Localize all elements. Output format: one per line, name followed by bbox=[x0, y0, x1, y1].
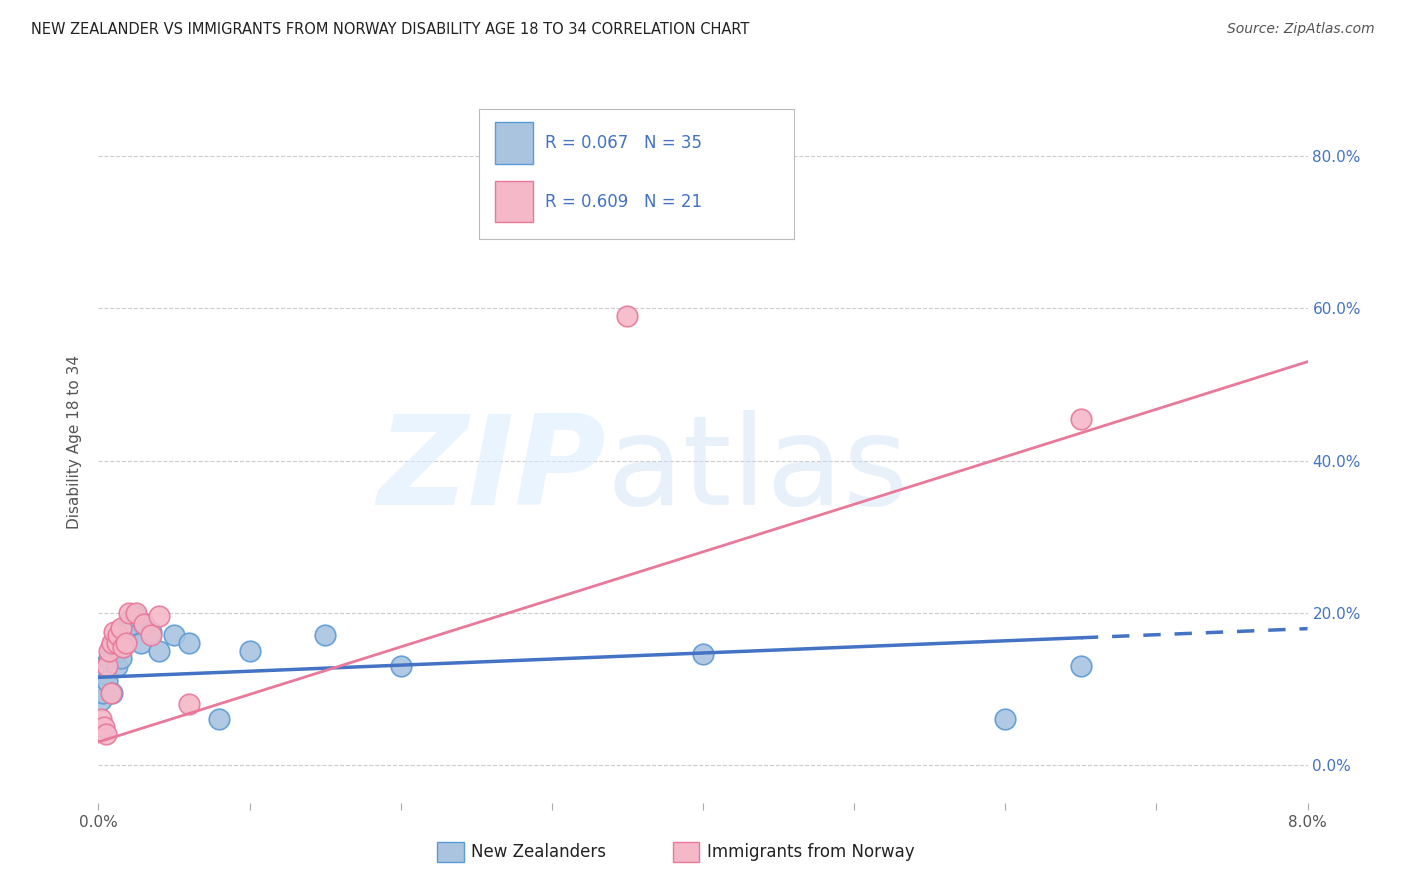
Point bbox=[1070, 411, 1092, 425]
Y-axis label: Disability Age 18 to 34: Disability Age 18 to 34 bbox=[67, 354, 83, 529]
Point bbox=[141, 624, 163, 639]
FancyBboxPatch shape bbox=[672, 842, 699, 862]
Point bbox=[108, 632, 131, 647]
Point bbox=[148, 643, 170, 657]
Point bbox=[94, 727, 117, 741]
Point bbox=[91, 685, 114, 699]
Point bbox=[692, 648, 714, 662]
Point bbox=[100, 685, 122, 699]
Point bbox=[132, 617, 155, 632]
Point bbox=[132, 617, 155, 632]
Point bbox=[314, 628, 336, 642]
Point bbox=[120, 613, 142, 627]
Point bbox=[179, 636, 201, 650]
Point bbox=[111, 628, 134, 642]
Text: Source: ZipAtlas.com: Source: ZipAtlas.com bbox=[1227, 22, 1375, 37]
Point bbox=[239, 643, 262, 657]
Point bbox=[125, 609, 148, 624]
Point bbox=[105, 659, 128, 673]
Point bbox=[389, 659, 412, 673]
Point bbox=[1070, 659, 1092, 673]
Text: ZIP: ZIP bbox=[378, 410, 606, 531]
Point bbox=[93, 720, 115, 734]
Point bbox=[98, 643, 121, 657]
Text: atlas: atlas bbox=[606, 410, 908, 531]
Point bbox=[98, 651, 121, 665]
Point bbox=[163, 628, 186, 642]
Point bbox=[112, 624, 135, 639]
Point bbox=[107, 628, 129, 642]
Point bbox=[103, 624, 125, 639]
Point bbox=[208, 712, 231, 726]
Point bbox=[90, 693, 112, 707]
Point bbox=[179, 697, 201, 711]
Point bbox=[121, 617, 143, 632]
Point bbox=[115, 632, 138, 647]
Point bbox=[994, 712, 1017, 726]
Point bbox=[125, 606, 148, 620]
Point bbox=[101, 636, 124, 650]
Point bbox=[110, 621, 132, 635]
Point bbox=[129, 636, 152, 650]
Point bbox=[114, 621, 136, 635]
Point bbox=[100, 640, 122, 654]
Point bbox=[96, 674, 118, 689]
Point bbox=[103, 648, 125, 662]
Point bbox=[96, 659, 118, 673]
FancyBboxPatch shape bbox=[437, 842, 464, 862]
Point bbox=[141, 628, 163, 642]
Point bbox=[104, 636, 127, 650]
Point bbox=[114, 636, 136, 650]
Point bbox=[616, 309, 638, 323]
Point bbox=[148, 609, 170, 624]
Point bbox=[110, 651, 132, 665]
Text: Immigrants from Norway: Immigrants from Norway bbox=[707, 843, 914, 861]
Point bbox=[118, 624, 141, 639]
Point bbox=[90, 712, 112, 726]
Point bbox=[111, 640, 134, 654]
Point bbox=[107, 643, 129, 657]
Point bbox=[101, 685, 124, 699]
Text: NEW ZEALANDER VS IMMIGRANTS FROM NORWAY DISABILITY AGE 18 TO 34 CORRELATION CHAR: NEW ZEALANDER VS IMMIGRANTS FROM NORWAY … bbox=[31, 22, 749, 37]
Point bbox=[118, 606, 141, 620]
Text: New Zealanders: New Zealanders bbox=[471, 843, 606, 861]
Point bbox=[93, 659, 115, 673]
Point bbox=[94, 666, 117, 681]
Point bbox=[105, 636, 128, 650]
